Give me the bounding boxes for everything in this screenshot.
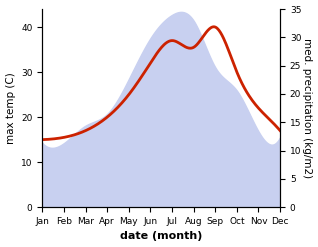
X-axis label: date (month): date (month) — [120, 231, 203, 242]
Y-axis label: max temp (C): max temp (C) — [5, 72, 16, 144]
Y-axis label: med. precipitation (kg/m2): med. precipitation (kg/m2) — [302, 38, 313, 178]
